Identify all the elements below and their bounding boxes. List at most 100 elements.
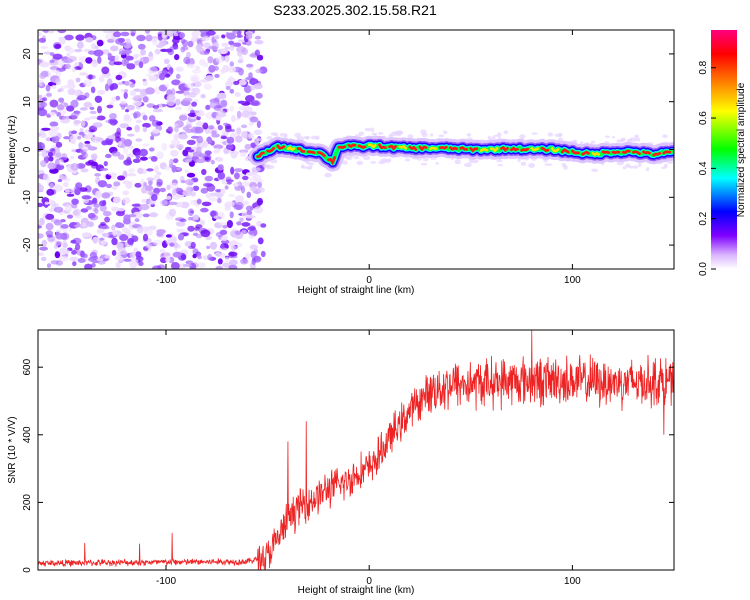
- noise-blob: [99, 204, 107, 212]
- y-tick-label: 200: [22, 494, 33, 511]
- noise-blob: [176, 228, 186, 233]
- noise-blob: [517, 158, 521, 163]
- noise-blob: [97, 89, 106, 95]
- noise-blob: [220, 136, 228, 140]
- noise-blob: [126, 63, 136, 70]
- noise-blob: [356, 160, 364, 166]
- noise-blob: [146, 73, 152, 77]
- noise-blob: [101, 66, 110, 75]
- noise-blob: [420, 129, 427, 135]
- y-tick-label: 0: [22, 146, 33, 152]
- noise-blob: [169, 158, 174, 167]
- noise-blob: [142, 115, 148, 121]
- noise-blob: [122, 116, 133, 123]
- noise-blob: [229, 211, 234, 219]
- noise-blob: [110, 45, 119, 52]
- noise-blob: [77, 135, 82, 140]
- noise-blob: [99, 167, 109, 171]
- noise-blob: [253, 83, 263, 90]
- noise-blob: [142, 213, 150, 218]
- noise-blob: [134, 124, 140, 133]
- noise-blob: [128, 214, 137, 218]
- noise-blob: [94, 207, 99, 214]
- noise-blob: [115, 74, 123, 81]
- noise-blob: [39, 72, 46, 80]
- noise-blob: [126, 173, 137, 177]
- noise-blob: [180, 254, 187, 261]
- noise-blob: [256, 120, 261, 129]
- noise-blob: [38, 225, 43, 229]
- noise-blob: [77, 95, 87, 101]
- noise-blob: [117, 81, 124, 86]
- noise-blob: [264, 164, 271, 169]
- noise-blob: [38, 82, 43, 87]
- ridge-core: [317, 151, 326, 158]
- noise-blob: [245, 63, 254, 68]
- snr-background: [38, 330, 674, 570]
- noise-blob: [63, 181, 69, 188]
- noise-blob: [156, 229, 166, 234]
- noise-blob: [101, 226, 110, 230]
- noise-blob: [464, 162, 472, 168]
- noise-blob: [107, 172, 118, 176]
- noise-blob: [115, 262, 121, 268]
- noise-blob: [84, 144, 92, 148]
- noise-blob: [204, 175, 213, 182]
- ridge-core: [611, 150, 621, 155]
- noise-blob: [173, 133, 179, 141]
- y-tick-label: 0: [22, 567, 33, 573]
- noise-blob: [213, 66, 219, 71]
- noise-blob: [251, 257, 256, 266]
- noise-blob: [79, 72, 88, 76]
- noise-blob: [201, 36, 210, 42]
- noise-blob: [132, 211, 143, 219]
- noise-blob: [195, 121, 204, 126]
- snr-plot: -100 0 100 0 200 400 600 Height of straight li…: [7, 329, 675, 596]
- noise-blob: [79, 91, 84, 96]
- noise-blob: [108, 118, 113, 124]
- noise-blob: [256, 138, 262, 142]
- noise-blob: [80, 250, 85, 258]
- noise-blob: [554, 133, 562, 138]
- noise-blob: [234, 151, 240, 155]
- noise-blob: [136, 34, 146, 42]
- noise-blob: [89, 110, 97, 115]
- noise-blob: [140, 203, 150, 211]
- noise-blob: [81, 232, 91, 238]
- ridge-core: [286, 145, 296, 152]
- noise-blob: [202, 182, 213, 187]
- noise-blob: [103, 74, 111, 79]
- noise-blob: [384, 159, 391, 164]
- noise-blob: [107, 78, 113, 86]
- noise-blob: [168, 256, 175, 264]
- noise-blob: [203, 42, 211, 49]
- noise-blob: [192, 253, 197, 259]
- noise-blob: [87, 221, 94, 228]
- noise-blob: [75, 214, 83, 219]
- noise-blob: [190, 199, 196, 206]
- noise-blob: [89, 251, 97, 259]
- noise-blob: [71, 67, 76, 73]
- noise-blob: [57, 59, 65, 67]
- noise-blob: [404, 158, 411, 162]
- noise-blob: [239, 151, 247, 158]
- noise-blob: [621, 137, 626, 141]
- noise-blob: [563, 165, 568, 170]
- ridge-core: [347, 143, 357, 149]
- noise-blob: [89, 106, 95, 110]
- ridge-core: [459, 146, 468, 151]
- noise-blob: [65, 189, 70, 194]
- noise-blob: [152, 239, 163, 246]
- noise-blob: [91, 60, 98, 68]
- noise-blob: [604, 141, 610, 144]
- noise-blob: [145, 185, 154, 192]
- noise-blob: [171, 165, 177, 173]
- noise-blob: [219, 252, 227, 259]
- noise-blob: [197, 113, 202, 117]
- noise-blob: [217, 171, 226, 180]
- noise-blob: [121, 58, 127, 67]
- noise-blob: [100, 240, 107, 246]
- noise-blob: [135, 119, 142, 124]
- y-tick-label: -10: [22, 190, 33, 205]
- noise-blob: [134, 218, 140, 223]
